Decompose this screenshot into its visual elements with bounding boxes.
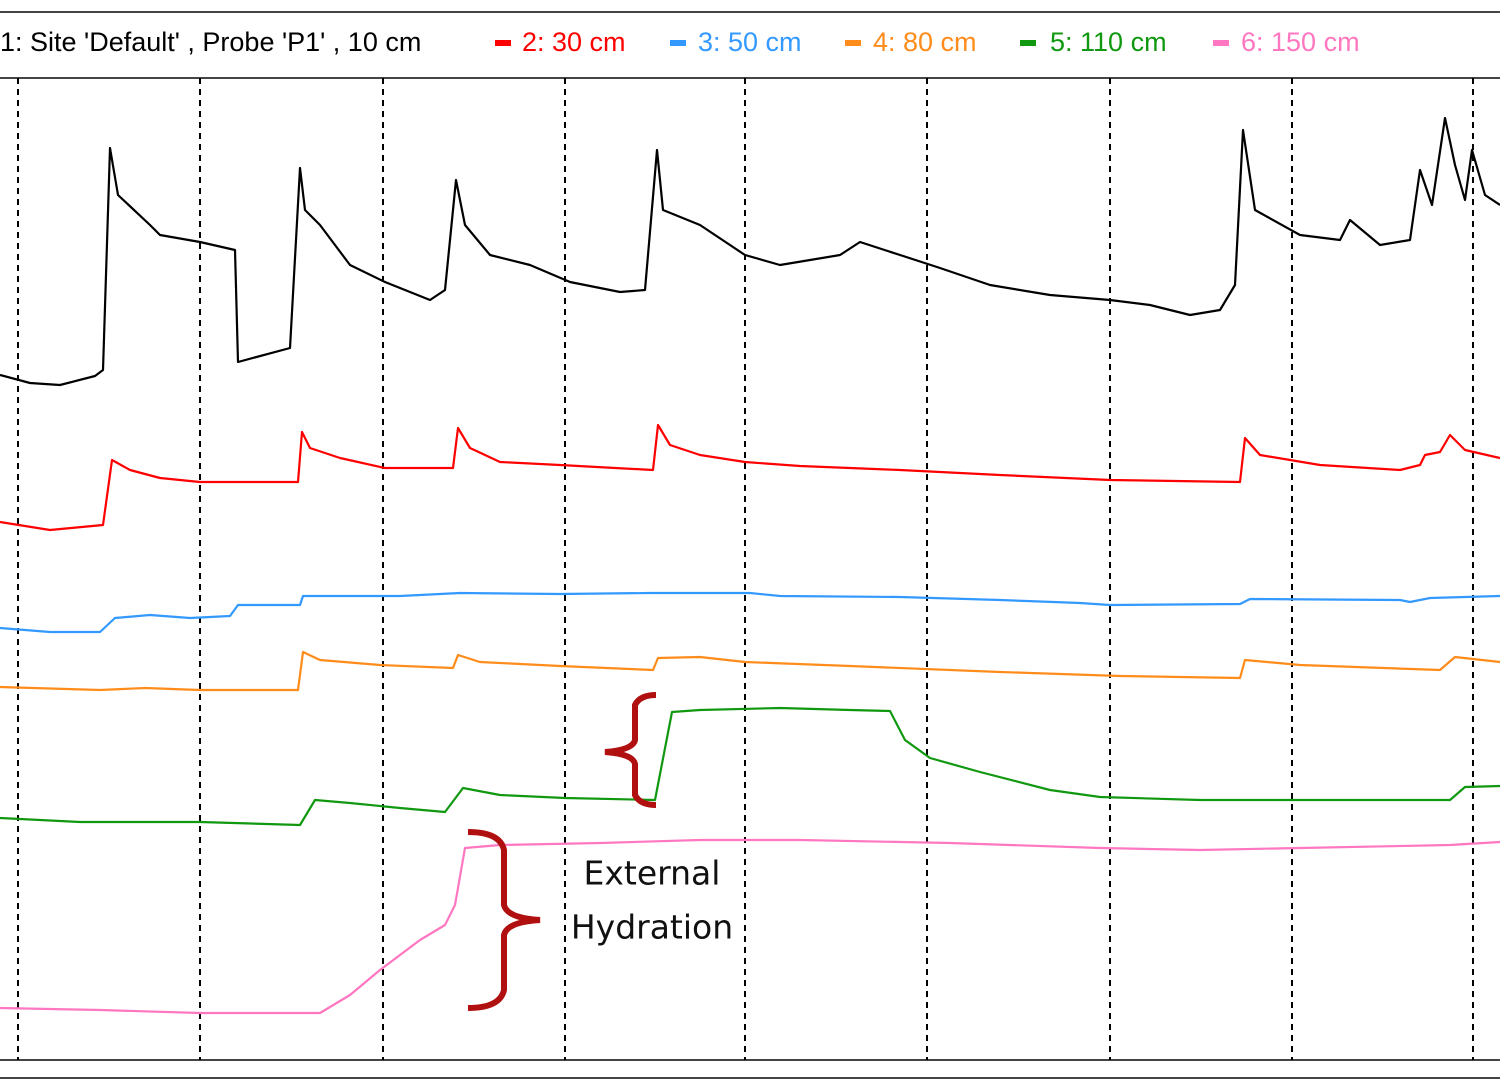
- legend-label: 5: 110 cm: [1050, 27, 1167, 57]
- legend-label: 2: 30 cm: [522, 27, 626, 57]
- legend-marker: [845, 40, 861, 46]
- series-line: [0, 423, 1500, 532]
- legend-marker: [1213, 40, 1229, 46]
- legend-marker: [1020, 40, 1036, 46]
- legend-label: 3: 50 cm: [698, 27, 802, 57]
- legend: 1: Site 'Default' , Probe 'P1' , 10 cm 2:…: [0, 27, 1360, 57]
- series-line: [0, 116, 1500, 387]
- series-line: [0, 706, 1500, 827]
- annotation: External: [584, 854, 721, 893]
- legend-marker: [495, 40, 511, 46]
- legend-marker: [670, 40, 686, 46]
- legend-label: 1: Site 'Default' , Probe 'P1' , 10 cm: [0, 27, 421, 57]
- lines: [0, 116, 1500, 1015]
- brace-small: [604, 692, 657, 808]
- series-line: [0, 838, 1500, 1015]
- annotation: Hydration: [571, 908, 733, 947]
- brace-large: [467, 829, 541, 1011]
- grid: [17, 78, 1474, 1060]
- legend-label: 6: 150 cm: [1241, 27, 1360, 57]
- series-line: [0, 591, 1500, 634]
- legend-label: 4: 80 cm: [873, 27, 977, 57]
- series-line: [0, 650, 1500, 692]
